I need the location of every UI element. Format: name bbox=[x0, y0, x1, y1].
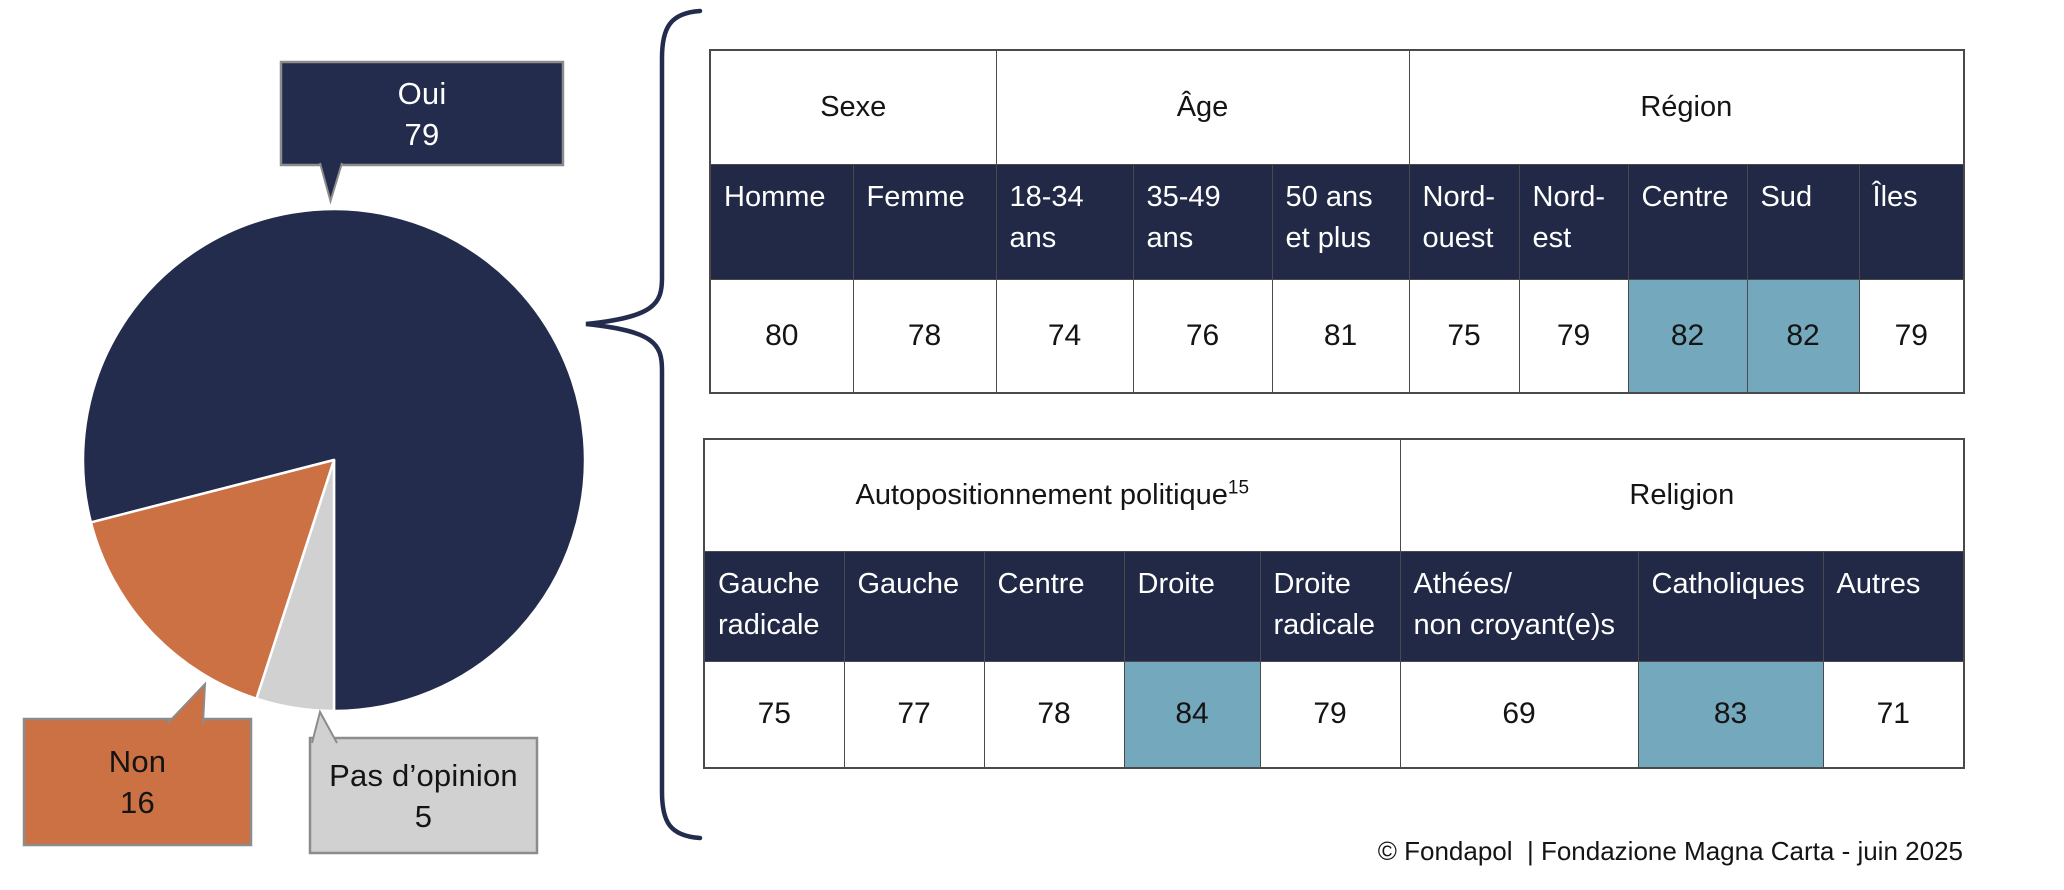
pie-slice-non bbox=[89, 458, 336, 700]
callout-non bbox=[22, 681, 253, 847]
callout-oui-box bbox=[279, 60, 565, 167]
table1-header-row: Homme Femme 18-34 ans 35-49 ans 50 ans e… bbox=[709, 163, 1965, 280]
table2-col-catholiques: Catholiques bbox=[1637, 550, 1824, 662]
table2-value-centre: 78 bbox=[983, 660, 1125, 769]
table2-value-autres: 71 bbox=[1822, 660, 1965, 769]
table2-col-droite: Droite bbox=[1123, 550, 1261, 662]
table1-value-35-49: 76 bbox=[1132, 278, 1273, 394]
table2-col-athees: Athées/ non croyant(e)s bbox=[1399, 550, 1639, 662]
table1-group-age: Âge bbox=[995, 49, 1410, 165]
table-demographics: Sexe Âge Région Homme Femme 18-34 ans 35… bbox=[709, 49, 1966, 394]
table1-col-nord-est: Nord- est bbox=[1518, 163, 1629, 280]
callout-oui bbox=[279, 60, 565, 205]
table1-value-row: 80 78 74 76 81 75 79 82 82 79 bbox=[709, 278, 1965, 394]
table1-group-sexe: Sexe bbox=[709, 49, 997, 165]
table1-value-18-34: 74 bbox=[995, 278, 1134, 394]
table1-group-region: Région bbox=[1408, 49, 1965, 165]
table2-value-gauche-radicale: 75 bbox=[703, 660, 845, 769]
table2-col-gauche: Gauche bbox=[843, 550, 985, 662]
table2-group-row: Autopositionnement politique15 Religion bbox=[703, 438, 1965, 552]
table2-group-politique: Autopositionnement politique15 bbox=[703, 438, 1401, 552]
table1-col-femme: Femme bbox=[852, 163, 997, 280]
table2-value-row: 75 77 78 84 79 69 83 71 bbox=[703, 660, 1965, 769]
curly-brace bbox=[585, 8, 703, 841]
table2-col-centre: Centre bbox=[983, 550, 1125, 662]
table1-value-50-plus: 81 bbox=[1271, 278, 1410, 394]
callout-pas-d-opinion bbox=[308, 709, 539, 855]
table2-col-droite-radicale: Droite radicale bbox=[1259, 550, 1401, 662]
table1-col-18-34: 18-34 ans bbox=[995, 163, 1134, 280]
table2-header-row: Gauche radicale Gauche Centre Droite Dro… bbox=[703, 550, 1965, 662]
table2-value-gauche: 77 bbox=[843, 660, 985, 769]
table2-col-autres: Autres bbox=[1822, 550, 1965, 662]
table-politics-religion: Autopositionnement politique15 Religion … bbox=[703, 438, 1966, 769]
table1-value-sud-highlighted: 82 bbox=[1746, 278, 1860, 394]
table1-col-50-plus: 50 ans et plus bbox=[1271, 163, 1410, 280]
callout-oui-value: 79 bbox=[404, 116, 440, 152]
table2-col-gauche-radicale: Gauche radicale bbox=[703, 550, 845, 662]
table1-col-centre: Centre bbox=[1627, 163, 1748, 280]
table1-value-centre-highlighted: 82 bbox=[1627, 278, 1748, 394]
table2-group-religion: Religion bbox=[1399, 438, 1965, 552]
table1-value-femme: 78 bbox=[852, 278, 997, 394]
callout-non-pointer bbox=[166, 681, 207, 725]
callout-non-category: Non bbox=[108, 744, 167, 779]
table1-value-iles: 79 bbox=[1858, 278, 1965, 394]
table1-col-35-49: 35-49 ans bbox=[1132, 163, 1273, 280]
table1-col-sud: Sud bbox=[1746, 163, 1860, 280]
table1-value-homme: 80 bbox=[709, 278, 854, 394]
table2-value-droite-radicale: 79 bbox=[1259, 660, 1401, 769]
table1-value-nord-ouest: 75 bbox=[1408, 278, 1520, 394]
callout-oui-category: Oui bbox=[397, 75, 447, 111]
callout-pas-category: Pas d’opinion bbox=[329, 757, 518, 793]
callout-pas-label: Pas d’opinion 5 bbox=[310, 738, 537, 853]
table1-col-nord-ouest: Nord- ouest bbox=[1408, 163, 1520, 280]
table1-col-iles: Îles bbox=[1858, 163, 1965, 280]
callout-pas-value: 5 bbox=[414, 798, 433, 834]
table1-group-row: Sexe Âge Région bbox=[709, 49, 1965, 165]
callout-non-box bbox=[22, 717, 253, 847]
table1-col-homme: Homme bbox=[709, 163, 854, 280]
callout-non-value: 16 bbox=[120, 785, 155, 820]
table2-value-droite-highlighted: 84 bbox=[1123, 660, 1261, 769]
table1-value-nord-est: 79 bbox=[1518, 278, 1629, 394]
footnote-marker: 15 bbox=[1227, 477, 1250, 499]
source-credit: © Fondapol | Fondazione Magna Carta - ju… bbox=[1377, 836, 1963, 866]
callout-non-label: Non 16 bbox=[24, 719, 251, 845]
callout-pas-pointer bbox=[311, 709, 338, 744]
callout-pas-box bbox=[308, 736, 539, 855]
callout-oui-pointer bbox=[319, 162, 343, 205]
pie-chart bbox=[81, 207, 587, 713]
table2-value-catholiques-highlighted: 83 bbox=[1637, 660, 1824, 769]
callout-oui-label: Oui 79 bbox=[281, 62, 563, 165]
table2-value-athees: 69 bbox=[1399, 660, 1639, 769]
